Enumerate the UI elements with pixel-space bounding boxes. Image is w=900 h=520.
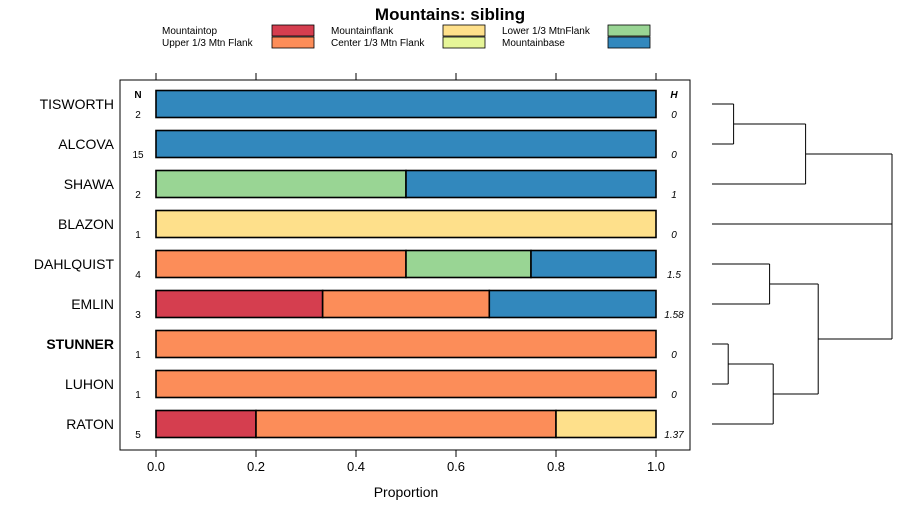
h-value: 0 — [671, 390, 677, 401]
bar-segment — [155, 409, 257, 439]
h-value: 0 — [671, 230, 677, 241]
n-value: 1 — [135, 390, 141, 401]
bar-segment — [155, 169, 407, 199]
bar-row: ALCOVA 15 0 — [58, 129, 677, 161]
bar-segment — [488, 289, 657, 319]
legend-swatch — [607, 36, 651, 49]
row-label: EMLIN — [71, 296, 114, 312]
n-value: 1 — [135, 230, 141, 241]
h-column-header: H — [670, 90, 678, 101]
legend-label: Mountaintop — [162, 26, 217, 37]
row-label: RATON — [66, 416, 114, 432]
n-column-header: N — [134, 90, 141, 101]
legend-label: Center 1/3 Mtn Flank — [331, 38, 425, 49]
bar-row: BLAZON 1 0 — [58, 209, 677, 241]
h-value: 0 — [671, 150, 677, 161]
row-label: BLAZON — [58, 216, 114, 232]
bar-segment — [405, 169, 657, 199]
row-label: STUNNER — [46, 336, 114, 352]
h-value: 1.37 — [664, 430, 684, 441]
bar-segment — [321, 289, 491, 319]
row-label: ALCOVA — [58, 136, 114, 152]
legend-swatch — [271, 24, 315, 37]
bar-row: TISWORTH 2 0 — [40, 89, 677, 121]
bar-segment — [155, 89, 657, 119]
bar-segment — [155, 369, 657, 399]
row-label: DAHLQUIST — [34, 256, 115, 272]
bar-segment — [405, 249, 532, 279]
legend-label: Mountainflank — [331, 26, 394, 37]
row-label: SHAWA — [64, 176, 115, 192]
bar-row: DAHLQUIST 4 1.5 — [34, 249, 681, 281]
bar-row: STUNNER 1 0 — [46, 329, 677, 361]
plot-frame — [119, 79, 691, 451]
legend-swatch — [271, 36, 315, 49]
row-label: TISWORTH — [40, 96, 114, 112]
row-label: LUHON — [65, 376, 114, 392]
x-tick-label: 0.6 — [447, 459, 465, 474]
bar-segment — [155, 129, 657, 159]
bar-segment — [255, 409, 557, 439]
x-axis-title: Proportion — [374, 484, 439, 500]
bar-row: SHAWA 2 1 — [64, 169, 677, 201]
x-tick-label: 1.0 — [647, 459, 665, 474]
legend-swatch — [442, 36, 486, 49]
n-value: 1 — [135, 350, 141, 361]
legend-swatch — [607, 24, 651, 37]
h-value: 1.58 — [664, 310, 684, 321]
bar-segment — [530, 249, 657, 279]
h-value: 1.5 — [667, 270, 681, 281]
dendrogram — [712, 103, 893, 425]
n-value: 4 — [135, 270, 141, 281]
bar-row: RATON 5 1.37 — [66, 409, 684, 441]
x-tick-label: 0.2 — [247, 459, 265, 474]
n-value: 3 — [135, 310, 141, 321]
x-axis-ticks: 0.0 0.2 0.4 0.6 0.8 1.0 — [147, 73, 665, 474]
n-value: 5 — [135, 430, 141, 441]
x-tick-label: 0.0 — [147, 459, 165, 474]
legend-swatch — [442, 24, 486, 37]
legend-label: Mountainbase — [502, 38, 565, 49]
bar-segment — [155, 289, 324, 319]
x-tick-label: 0.4 — [347, 459, 365, 474]
bar-row: LUHON 1 0 — [65, 369, 677, 401]
bar-segment — [155, 249, 407, 279]
bar-segment — [155, 209, 657, 239]
chart-title: Mountains: sibling — [375, 5, 525, 24]
bar-segment — [555, 409, 657, 439]
x-tick-label: 0.8 — [547, 459, 565, 474]
bar-row: EMLIN 3 1.58 — [71, 289, 684, 321]
h-value: 1 — [671, 190, 677, 201]
legend-label: Lower 1/3 MtnFlank — [502, 26, 591, 37]
bar-segment — [155, 329, 657, 359]
h-value: 0 — [671, 350, 677, 361]
legend-label: Upper 1/3 Mtn Flank — [162, 38, 254, 49]
h-value: 0 — [671, 110, 677, 121]
n-value: 2 — [135, 110, 141, 121]
n-value: 2 — [135, 190, 141, 201]
n-value: 15 — [132, 150, 144, 161]
